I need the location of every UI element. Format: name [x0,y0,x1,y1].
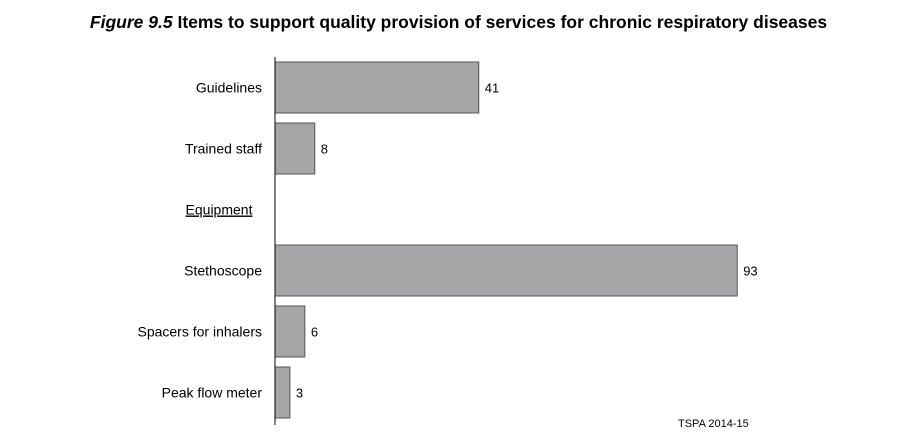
category-label: Trained staff [185,141,262,157]
data-label: 93 [743,264,757,279]
source-note: TSPA 2014-15 [678,418,749,430]
data-label: 41 [485,81,499,96]
bar [274,305,306,358]
category-label: Guidelines [196,80,262,96]
category-label: Stethoscope [184,263,262,279]
data-label: 6 [311,325,318,340]
bar [274,366,291,419]
category-label: Peak flow meter [162,385,263,401]
bar [274,61,480,114]
data-label: 8 [321,142,328,157]
bar [274,244,738,297]
chart-title: Figure 9.5 Items to support quality prov… [0,12,917,33]
figure-title: Items to support quality provision of se… [177,12,828,32]
bar [274,122,316,175]
data-label: 3 [296,386,303,401]
category-heading: Equipment [186,202,253,218]
category-label: Spacers for inhalers [137,324,262,340]
figure-label: Figure 9.5 [89,12,173,32]
